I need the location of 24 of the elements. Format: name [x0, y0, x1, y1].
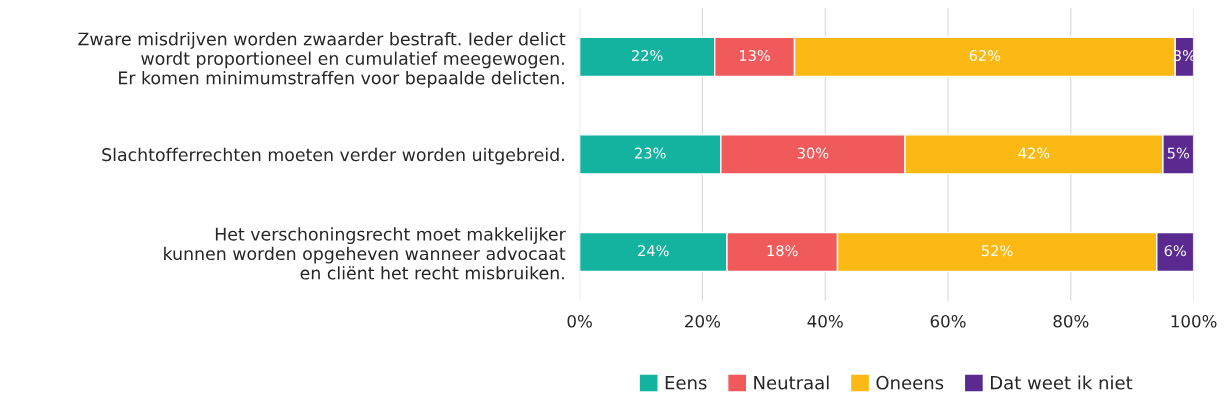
legend-label: Neutraal	[754, 375, 829, 390]
x-tick-label: 80%	[1053, 314, 1089, 328]
x-tick-label: 40%	[807, 314, 843, 328]
data-label: 30%	[797, 147, 829, 159]
data-label: 23%	[635, 147, 666, 159]
x-tick-label: 20%	[685, 314, 721, 328]
y-tick-label: Zware misdrijven worden zwaarder bestraft. Ieder delict wordt proportioneel en cumulatief meegewogen. Er komen minimumstraffen voor bepaalde delicten.	[78, 32, 566, 88]
x-tick-label: 60%	[930, 314, 966, 328]
data-label: 62%	[969, 50, 1001, 62]
data-label: 6%	[1164, 245, 1186, 257]
x-tick-label: 100%	[1171, 314, 1217, 328]
legend-label: Dat weet ik niet	[991, 375, 1133, 390]
y-tick-label: Het verschoningsrecht moet makkelijker kunnen worden opgeheven wanneer advocaat en cliënt het recht misbruiken.	[164, 227, 566, 280]
data-label: 22%	[632, 50, 663, 62]
legend-label: Oneens	[876, 375, 944, 390]
legend-label: Eens	[665, 376, 707, 390]
data-label: 24%	[638, 245, 669, 257]
data-label: 5%	[1167, 147, 1190, 159]
y-tick-label: Slachtofferrechten moeten verder worden uitgebreid.	[102, 147, 564, 165]
data-label: 42%	[1018, 147, 1050, 159]
data-label: 18%	[767, 245, 798, 257]
data-label: 13%	[740, 50, 771, 62]
data-label: 52%	[982, 245, 1013, 257]
x-tick-label: 0%	[567, 314, 592, 328]
